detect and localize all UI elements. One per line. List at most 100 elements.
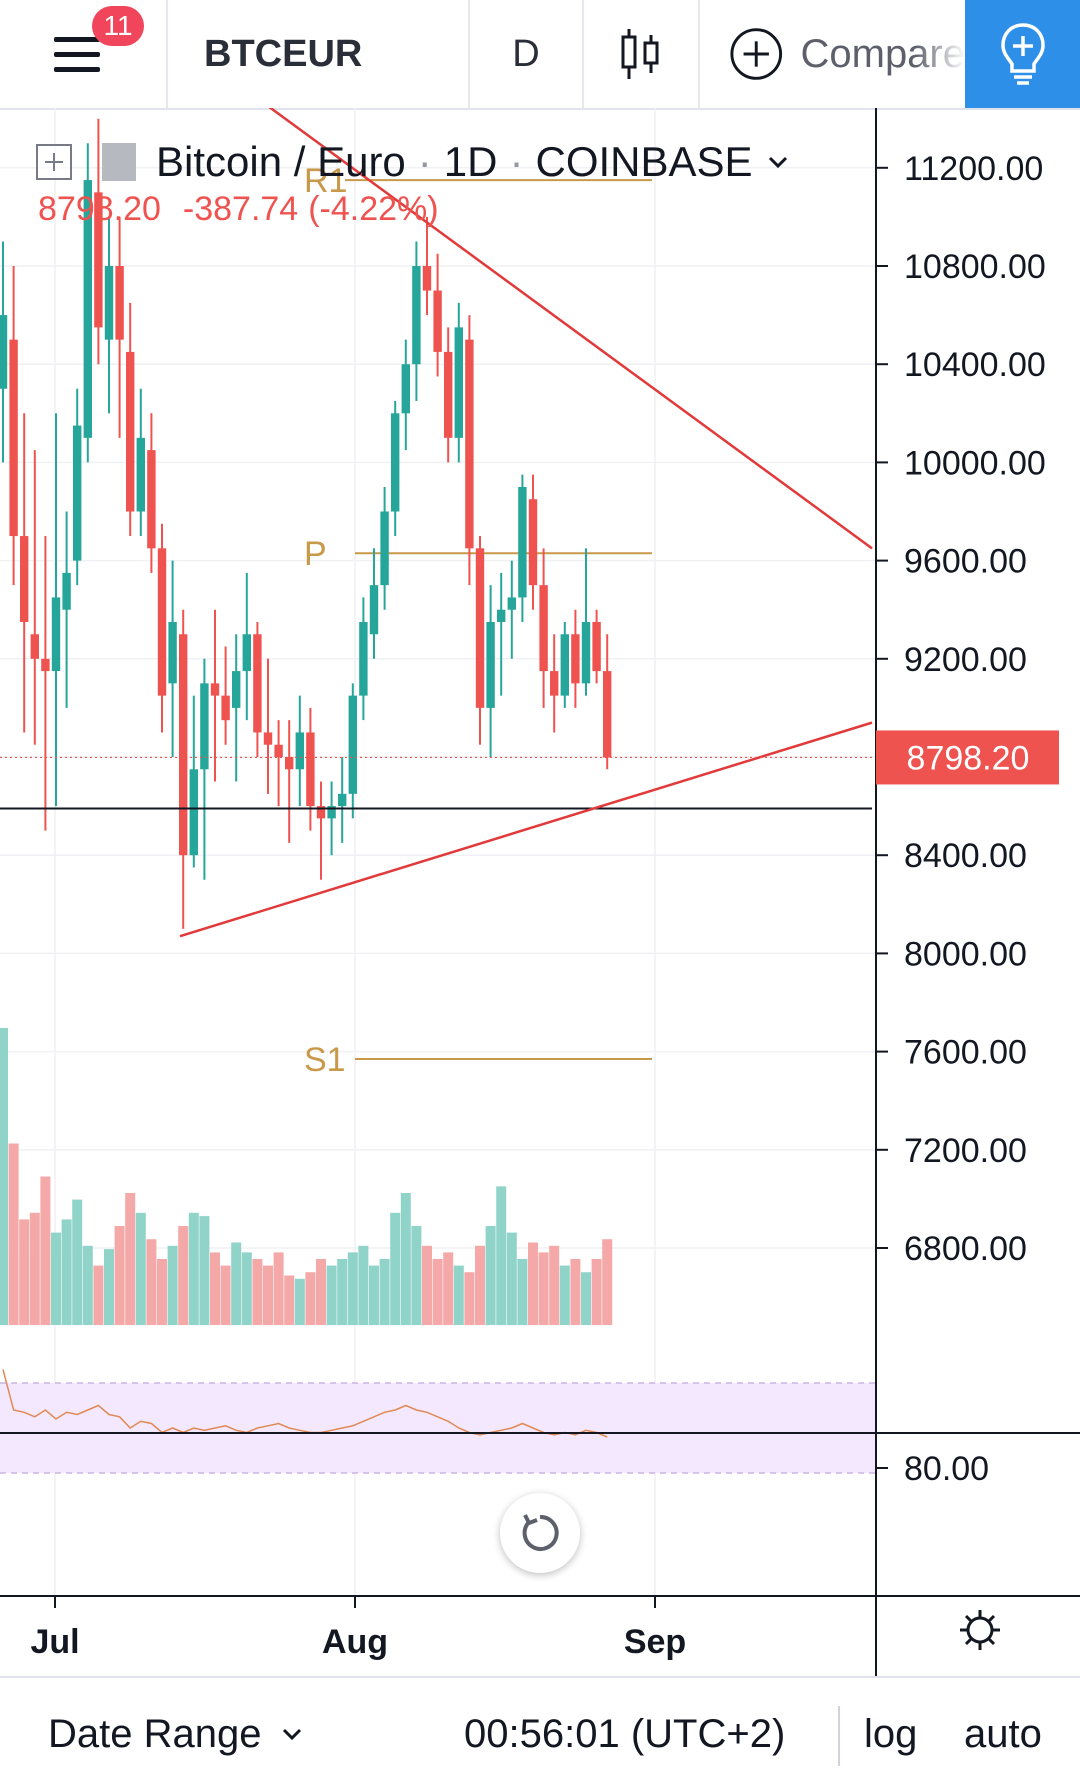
volume-bar: [72, 1199, 83, 1325]
candle: [475, 536, 485, 745]
candle-body: [274, 744, 283, 757]
volume-bar: [506, 1232, 517, 1325]
candle-body: [592, 621, 601, 672]
candle: [0, 241, 8, 463]
plus-circle-icon: [730, 28, 783, 80]
compare-button[interactable]: Compare: [700, 0, 965, 108]
volume-bar: [82, 1245, 93, 1325]
compare-label: Compare: [800, 31, 965, 76]
time-label: Jul: [30, 1623, 79, 1661]
candle-body: [571, 634, 580, 684]
legend-last-price: 8798.20: [38, 190, 161, 228]
volume-bar: [263, 1265, 273, 1325]
candle-body: [285, 757, 294, 770]
notification-badge: 11: [92, 6, 144, 46]
interval-button[interactable]: D: [512, 32, 540, 75]
chart-legend[interactable]: Bitcoin / Euro · 1D · COINBASE: [36, 138, 793, 186]
legend-separator: ·: [509, 138, 524, 185]
candle: [327, 781, 336, 856]
candle: [316, 781, 326, 880]
volume-bar: [443, 1252, 454, 1325]
candle-body: [359, 621, 368, 696]
volume-bar: [167, 1245, 178, 1325]
candle: [539, 548, 548, 708]
symbol-button[interactable]: BTCEUR: [204, 32, 363, 75]
candle: [295, 695, 304, 807]
candle: [157, 523, 167, 733]
volume-bar: [93, 1265, 104, 1325]
price-axis[interactable]: 11200.00 10800.00 10400.00 10000.00 9600.00 9…: [876, 150, 1046, 1268]
date-range-button[interactable]: Date Range: [48, 1678, 307, 1790]
ideas-button[interactable]: [965, 0, 1080, 108]
volume-bar: [475, 1245, 485, 1325]
candles-icon: [621, 29, 659, 79]
candle-body: [391, 413, 400, 512]
rsi-axis[interactable]: 80.00: [876, 1450, 989, 1488]
reset-icon: [522, 1514, 559, 1551]
rsi-axis-label: 80.00: [904, 1450, 989, 1488]
volume-bar: [210, 1252, 220, 1325]
chevron-down-icon[interactable]: [763, 147, 793, 177]
volume-bar: [40, 1176, 51, 1325]
candle: [497, 572, 506, 696]
reset-chart-button[interactable]: [500, 1493, 580, 1573]
pivot-p-label: P: [304, 535, 327, 573]
candle: [369, 548, 379, 659]
price-label: 10800.00: [904, 248, 1046, 286]
pivot-s1-label: S1: [304, 1041, 346, 1079]
volume-bar: [326, 1265, 337, 1325]
candle-body: [20, 536, 29, 622]
gear-icon: [960, 1610, 1000, 1650]
volume-bar: [517, 1259, 528, 1325]
price-label: 7600.00: [904, 1034, 1027, 1072]
volume-bar: [602, 1239, 613, 1325]
log-scale-toggle[interactable]: log: [864, 1711, 918, 1756]
candle-body: [104, 266, 114, 340]
price-label: 6800.00: [904, 1230, 1027, 1268]
candle-body: [221, 695, 230, 721]
bottom-bar: Date Range 00:56:01 (UTC+2) log auto: [0, 1676, 1080, 1790]
candle-body: [83, 180, 92, 438]
time-axis[interactable]: Jul Aug Sep: [30, 1596, 686, 1661]
price-label: 10000.00: [904, 444, 1046, 482]
menu-icon: [54, 37, 100, 72]
candle-body: [348, 695, 357, 794]
candle-body: [62, 572, 71, 610]
candle-body: [30, 634, 39, 659]
candle-body: [253, 634, 262, 733]
candle: [285, 720, 294, 843]
candle: [104, 216, 114, 414]
menu-button[interactable]: 11: [0, 0, 160, 108]
add-indicator-icon[interactable]: [36, 144, 72, 180]
candle-body: [157, 548, 167, 696]
candle: [528, 474, 538, 610]
volume-bar: [358, 1245, 369, 1325]
volume-bar: [220, 1265, 231, 1325]
rsi-panel: [0, 1369, 876, 1474]
candle: [581, 548, 591, 696]
volume-bar: [496, 1186, 507, 1325]
price-chart[interactable]: R1 P S1 11200.00 10800.00 10400.00 10000.00…: [0, 108, 1080, 1676]
rsi-band: [0, 1383, 876, 1473]
last-price-tag: 8798.20: [876, 730, 1059, 785]
clock-timezone[interactable]: 00:56:01 (UTC+2): [464, 1711, 786, 1756]
volume-bar: [581, 1272, 591, 1325]
volume-bar: [559, 1265, 570, 1325]
candle: [359, 597, 368, 721]
auto-scale-toggle[interactable]: auto: [964, 1711, 1042, 1756]
chart-settings-button[interactable]: [880, 1585, 1080, 1675]
candle-body: [327, 806, 336, 819]
volume-bar: [379, 1259, 390, 1325]
last-price-label: 8798.20: [907, 739, 1030, 777]
time-label: Sep: [624, 1623, 686, 1661]
candle-body: [179, 634, 188, 856]
candle: [603, 634, 612, 770]
price-label: 8400.00: [904, 837, 1027, 875]
legend-separator: ·: [417, 138, 432, 185]
chart-type-button[interactable]: [584, 0, 698, 108]
candle: [592, 609, 601, 684]
candle-body: [316, 806, 326, 819]
rsi-line: [2, 1369, 608, 1438]
volume-bar: [157, 1259, 167, 1325]
candle: [465, 315, 474, 586]
